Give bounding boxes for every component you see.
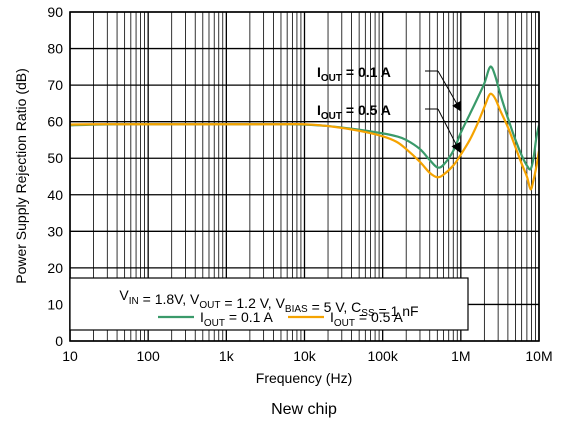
x-tick-label: 10k: [293, 348, 317, 364]
legend-label-1: IOUT = 0.1 A: [200, 309, 274, 329]
x-tick-label: 10M: [525, 348, 552, 364]
series-lines: [70, 65, 539, 191]
y-tick-label: 20: [47, 260, 63, 276]
x-tick-label: 100: [136, 348, 160, 364]
x-axis-title: Frequency (Hz): [256, 370, 352, 386]
x-tick-label: 100k: [367, 348, 398, 364]
y-tick-label: 40: [47, 187, 63, 203]
y-tick-label: 60: [47, 114, 63, 130]
legend: VIN = 1.8V, VOUT = 1.2 V, VBIAS = 5 V, C…: [69, 277, 469, 331]
annotation-label-1: IOUT = 0.1 A: [317, 64, 391, 84]
y-tick-label: 70: [47, 77, 63, 93]
annotation-label-2: IOUT = 0.5 A: [317, 102, 391, 122]
plot-frame: [69, 11, 540, 342]
x-tick-label: 1M: [451, 348, 470, 364]
annotation-arrow-2: [437, 108, 461, 153]
x-tick-label: 1k: [219, 348, 235, 364]
y-axis-title: Power Supply Rejection Ratio (dB): [13, 68, 29, 284]
y-tick-label: 30: [47, 223, 63, 239]
y-tick-label: 50: [47, 150, 63, 166]
y-tick-label: 10: [47, 296, 63, 312]
legend-label-2: IOUT = 0.5 A: [330, 309, 404, 329]
x-tick-label: 10: [62, 348, 78, 364]
y-tick-label: 80: [47, 41, 63, 57]
y-tick-label: 0: [55, 333, 63, 349]
y-tick-label: 90: [47, 4, 63, 20]
legend-conditions: VIN = 1.8V, VOUT = 1.2 V, VBIAS = 5 V, C…: [119, 287, 418, 319]
chart-caption: New chip: [271, 401, 337, 418]
legend-box: [69, 277, 469, 331]
annotations: IOUT = 0.1 A IOUT = 0.5 A: [317, 64, 462, 153]
annotation-arrow-1: [437, 70, 462, 112]
series-line-2: [70, 92, 539, 191]
